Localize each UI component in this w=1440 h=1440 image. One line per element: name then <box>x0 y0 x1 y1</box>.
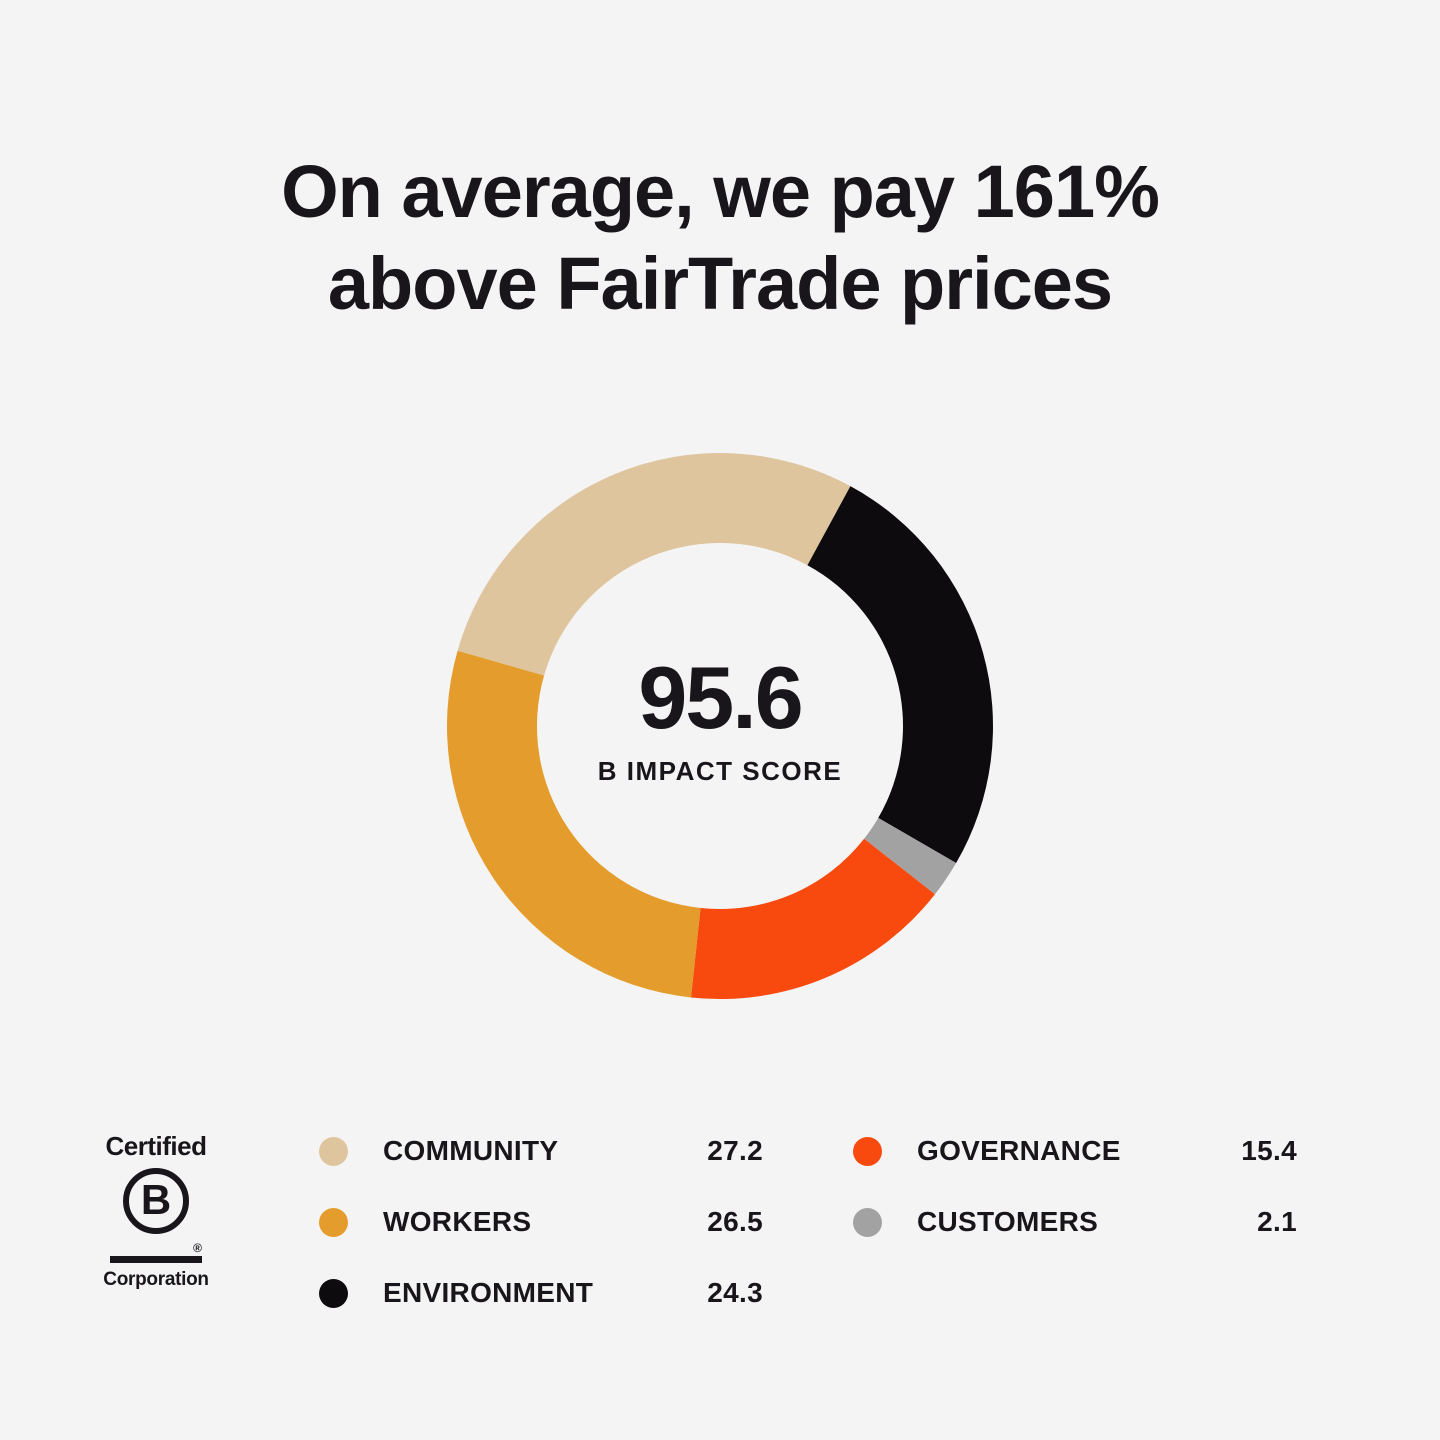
legend-value: 27.2 <box>707 1135 763 1166</box>
bcorp-certification-logo: Certified B ® Corporation <box>103 1131 209 1291</box>
chart-legend: COMMUNITY 27.2 WORKERS 26.5 ENVIRONMENT … <box>319 1128 1297 1316</box>
donut-segment-workers <box>447 650 701 998</box>
legend-value: 2.1 <box>1257 1206 1297 1237</box>
donut-segment-environment <box>807 486 994 864</box>
legend-item-workers: WORKERS 26.5 <box>319 1199 763 1245</box>
donut-svg <box>447 453 994 999</box>
customers-dot-icon <box>853 1207 882 1237</box>
legend-label: WORKERS <box>383 1206 532 1237</box>
community-dot-icon <box>319 1136 348 1166</box>
bcorp-certified-text: Certified <box>105 1131 207 1161</box>
donut-segment-community <box>457 453 851 676</box>
legend-value: 15.4 <box>1241 1135 1297 1166</box>
bcorp-b-letter: B <box>140 1176 172 1223</box>
bcorp-b-circle-icon: B <box>123 1168 189 1234</box>
legend-label: GOVERNANCE <box>917 1135 1121 1166</box>
workers-dot-icon <box>319 1207 348 1237</box>
b-impact-score-value: 95.6 <box>638 647 803 747</box>
environment-dot-icon <box>319 1278 348 1308</box>
legend-label: COMMUNITY <box>383 1135 559 1166</box>
legend-item-environment: ENVIRONMENT 24.3 <box>319 1270 763 1316</box>
bcorp-corporation-text: Corporation <box>103 1269 209 1290</box>
b-impact-score-label: B IMPACT SCORE <box>597 755 843 786</box>
governance-dot-icon <box>853 1136 882 1166</box>
bcorp-underline-bar <box>110 1256 202 1263</box>
legend-value: 24.3 <box>707 1277 763 1308</box>
legend-label: CUSTOMERS <box>917 1206 1099 1237</box>
legend-value: 26.5 <box>707 1206 763 1237</box>
page-title-line1: On average, we pay 161% <box>281 150 1160 233</box>
legend-item-governance: GOVERNANCE 15.4 <box>853 1128 1297 1174</box>
legend-label: ENVIRONMENT <box>383 1277 594 1308</box>
page-title-line2: above FairTrade prices <box>327 242 1113 325</box>
donut-center: 95.6 B IMPACT SCORE <box>445 445 995 995</box>
legend-item-community: COMMUNITY 27.2 <box>319 1128 763 1174</box>
legend-column-right: GOVERNANCE 15.4 CUSTOMERS 2.1 <box>853 1128 1297 1316</box>
legend-column-left: COMMUNITY 27.2 WORKERS 26.5 ENVIRONMENT … <box>319 1128 763 1316</box>
donut-segment-customers <box>864 817 957 895</box>
donut-segment-governance <box>690 838 935 999</box>
donut-chart: 95.6 B IMPACT SCORE <box>445 451 995 1001</box>
page-title: On average, we pay 161% above FairTrade … <box>0 146 1440 330</box>
bcorp-registered-mark: ® <box>193 1241 202 1255</box>
legend-item-customers: CUSTOMERS 2.1 <box>853 1199 1297 1245</box>
